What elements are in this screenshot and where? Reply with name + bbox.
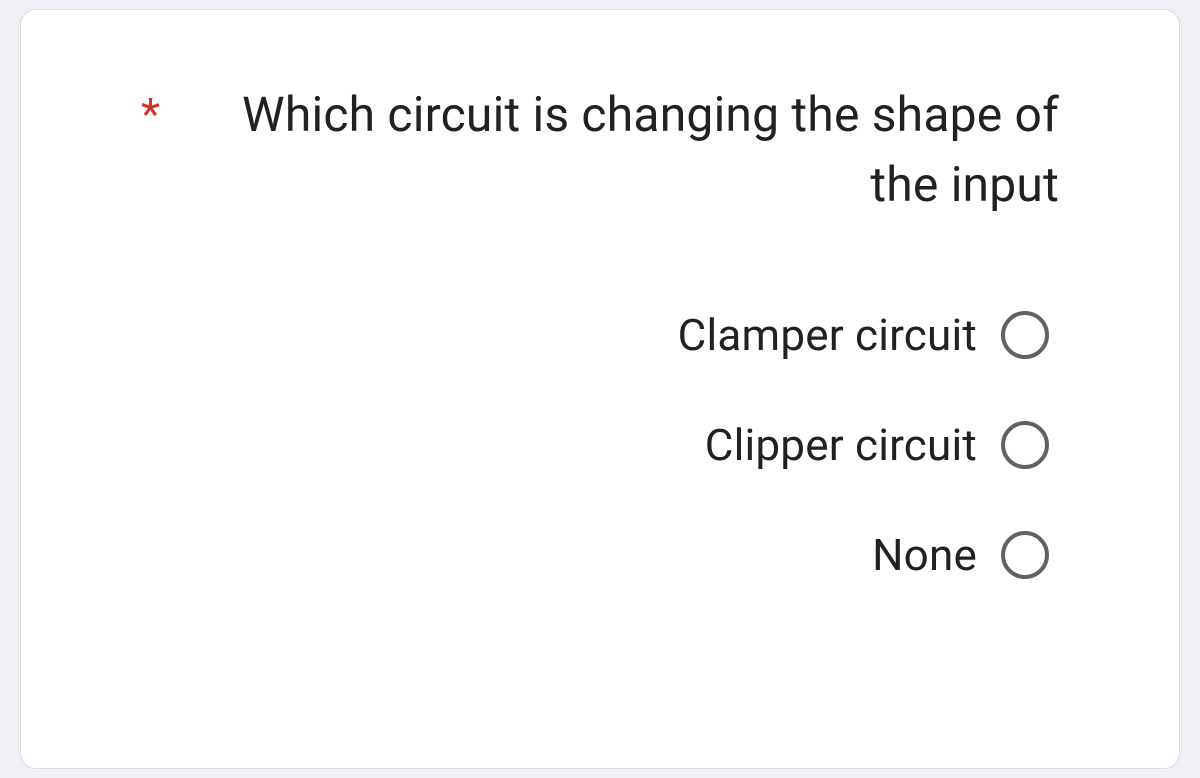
question-card: * Which circuit is changing the shape of… [20, 9, 1180, 769]
option-label: None [872, 529, 977, 581]
question-text: Which circuit is changing the shape of t… [188, 80, 1059, 219]
option-label: Clipper circuit [705, 419, 977, 471]
radio-icon[interactable] [1001, 531, 1049, 579]
option-label: Clamper circuit [678, 309, 977, 361]
options-group: Clamper circuit Clipper circuit None [141, 309, 1059, 581]
radio-icon[interactable] [1001, 311, 1049, 359]
option-none[interactable]: None [872, 529, 1049, 581]
option-clipper[interactable]: Clipper circuit [705, 419, 1049, 471]
question-row: * Which circuit is changing the shape of… [141, 80, 1059, 219]
radio-icon[interactable] [1001, 421, 1049, 469]
required-marker: * [141, 86, 160, 143]
option-clamper[interactable]: Clamper circuit [678, 309, 1049, 361]
